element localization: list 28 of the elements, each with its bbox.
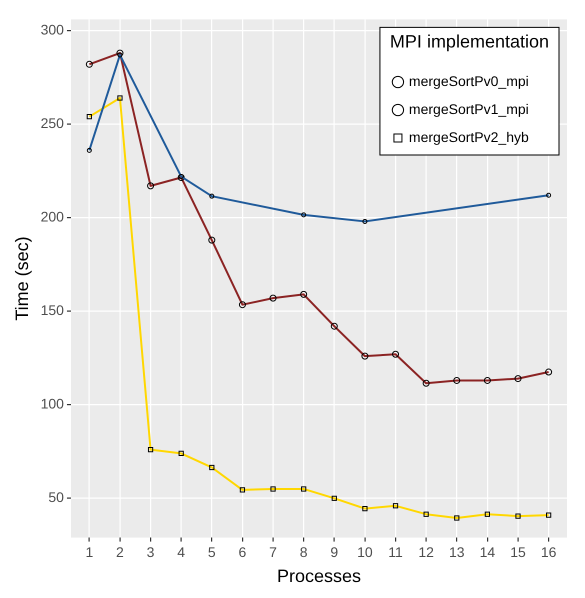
y-axis-title: Time (sec): [12, 236, 32, 321]
x-tick-label: 4: [177, 544, 186, 560]
x-tick-label: 11: [388, 544, 403, 560]
legend-label: mergeSortPv0_mpi: [408, 72, 529, 89]
y-tick-label: 200: [40, 208, 64, 225]
legend-label: mergeSortPv1_mpi: [408, 100, 529, 117]
x-axis-title: Processes: [276, 566, 362, 586]
x-tick-label: 3: [146, 544, 155, 560]
x-tick-label: 16: [540, 544, 557, 560]
x-tick-label: 5: [208, 544, 216, 560]
x-tick-label: 12: [418, 544, 434, 560]
x-tick-label: 13: [448, 544, 465, 560]
x-tick-label: 6: [238, 544, 247, 560]
legend-label: mergeSortPv2_hyb: [408, 128, 529, 145]
y-tick-label: 300: [40, 21, 64, 38]
x-tick-label: 15: [510, 544, 526, 560]
x-tick-label: 14: [480, 544, 496, 560]
y-tick-label: 100: [40, 396, 64, 412]
x-tick-label: 10: [357, 544, 373, 560]
x-tick-label: 8: [300, 544, 308, 560]
y-tick-label: 50: [48, 489, 64, 506]
x-tick-label: 2: [116, 544, 124, 560]
legend-title: MPI implementation: [390, 31, 550, 52]
y-tick-label: 150: [40, 302, 64, 318]
y-tick-label: 250: [40, 115, 64, 132]
x-tick-label: 7: [269, 544, 278, 560]
x-tick-label: 1: [85, 544, 94, 560]
x-tick-label: 9: [330, 544, 338, 560]
